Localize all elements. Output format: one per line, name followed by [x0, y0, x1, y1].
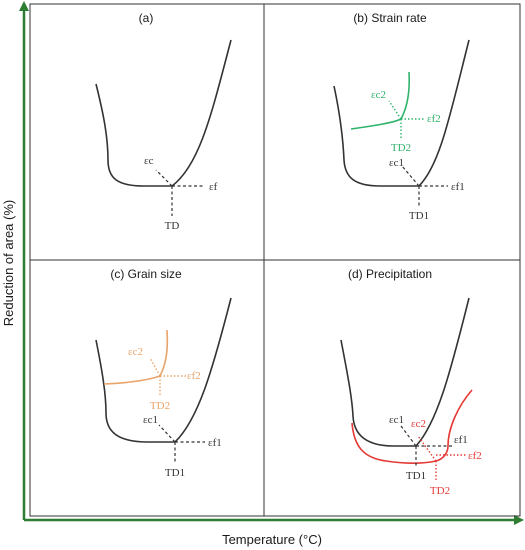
panel-a-ef-label: εf [209, 181, 218, 193]
panel-b-ef1-label: εf1 [451, 181, 465, 193]
panel-b-ec2-label: εc2 [371, 89, 386, 101]
panel-a-td-label: TD [165, 220, 180, 232]
panel-b-td1-label: TD1 [409, 210, 429, 222]
panel-c-ef2-label: εf2 [187, 370, 201, 382]
panel-c-base-curve [95, 297, 232, 443]
panel-a-ec-label: εc [144, 155, 154, 167]
panel-a-ec-line [155, 169, 173, 187]
panel-d-ec2-line [417, 435, 437, 462]
x-axis-title: Temperature (°C) [222, 532, 322, 547]
panel-b: (b) Strain rate εc2 εf2 TD2 εc1 εf1 TD1 [333, 11, 470, 222]
panel-d: (d) Precipitation εc1 εc2 εf1 εf2 TD1 TD… [340, 267, 482, 497]
y-axis-title: Reduction of area (%) [1, 200, 16, 326]
panel-c-ec1-line [158, 424, 176, 443]
panel-d-ec2-label: εc2 [411, 418, 426, 430]
panel-d-title: (d) Precipitation [348, 267, 432, 281]
panel-c-td1-label: TD1 [165, 467, 185, 479]
panel-d-base-curve [340, 297, 470, 447]
panel-d-ec1-label: εc1 [389, 414, 404, 426]
panel-b-title: (b) Strain rate [353, 11, 427, 25]
panel-a: (a) εc εf TD [95, 11, 232, 232]
panel-d-ef1-label: εf1 [454, 434, 468, 446]
panel-c-td2-label: TD2 [150, 400, 170, 412]
panel-d-ef2-label: εf2 [468, 450, 482, 462]
panel-b-ec2-line [388, 100, 402, 120]
panel-c-title: (c) Grain size [110, 267, 182, 281]
panel-b-td2-label: TD2 [391, 142, 411, 154]
panel-b-ec1-line [401, 165, 420, 187]
panel-b-ec1-label: εc1 [389, 157, 404, 169]
panel-d-ec1-line [400, 425, 417, 447]
panel-a-curve [95, 39, 232, 187]
panel-c-ec2-line [149, 357, 161, 377]
panel-b-ef2-label: εf2 [427, 113, 441, 125]
panel-c-ec2-label: εc2 [128, 346, 143, 358]
panel-c: (c) Grain size εc2 εf2 TD2 εc1 εf1 TD1 [95, 267, 232, 479]
panel-d-td1-label: TD1 [406, 470, 426, 482]
panel-d-td2-label: TD2 [430, 485, 450, 497]
panel-b-base-curve [333, 39, 470, 187]
panel-a-title: (a) [139, 11, 154, 25]
panel-c-ef1-label: εf1 [208, 437, 222, 449]
panel-c-ec1-label: εc1 [143, 414, 158, 426]
